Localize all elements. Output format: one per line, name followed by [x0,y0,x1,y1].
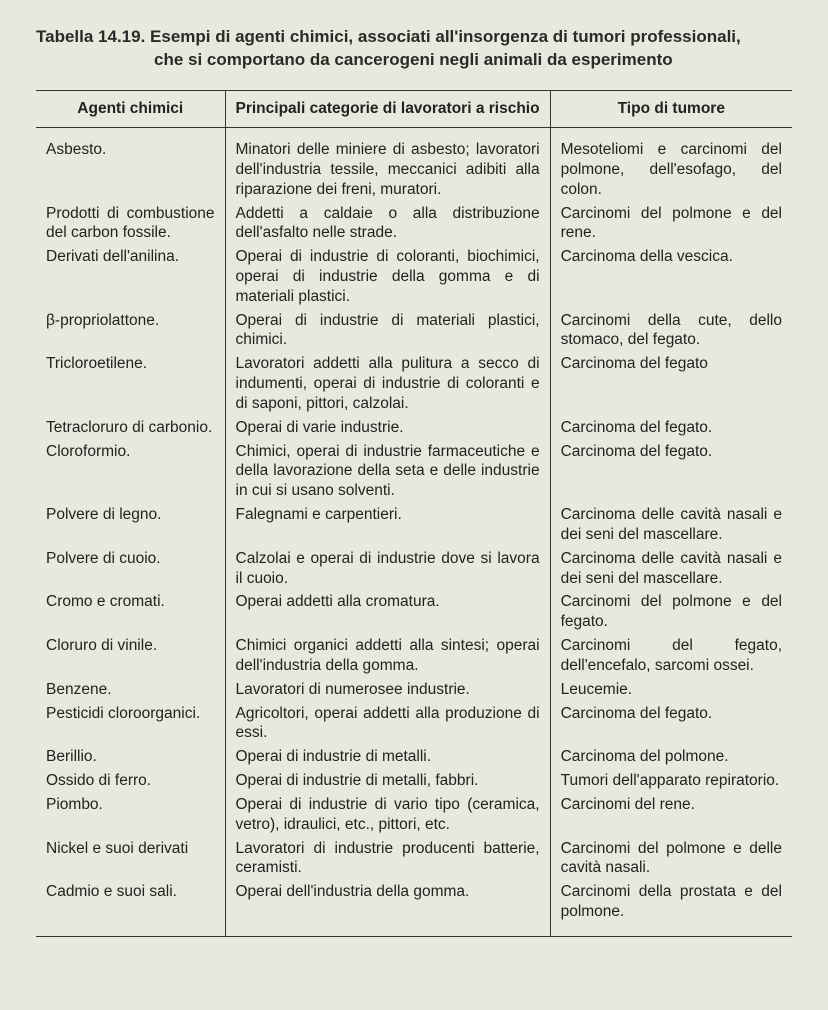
cell-agent: Prodotti di combustione del carbon fossi… [36,202,225,246]
cell-agent: Benzene. [36,678,225,702]
header-agents: Agenti chimici [36,90,225,127]
cell-agent: Piombo. [36,793,225,837]
cell-agent: Cloruro di vinile. [36,634,225,678]
cell-tumor: Carcinomi del polmone e del fegato. [550,590,792,634]
cell-tumor: Carcinomi del rene. [550,793,792,837]
cell-agent: Tricloroetilene. [36,352,225,415]
table-row: Polvere di legno.Falegnami e carpentieri… [36,503,792,547]
table-row: Piombo.Operai di industrie di vario tipo… [36,793,792,837]
cell-workers: Calzolai e operai di industrie dove si l… [225,547,550,591]
cell-workers: Minatori delle miniere di asbesto; lavor… [225,128,550,202]
table-number: Tabella 14.19. [36,27,145,46]
table-row: Tetracloruro di carbonio.Operai di varie… [36,416,792,440]
table-header-row: Agenti chimici Principali categorie di l… [36,90,792,127]
cell-workers: Operai addetti alla cromatura. [225,590,550,634]
cell-tumor: Carcinoma della vescica. [550,245,792,308]
cell-agent: Polvere di legno. [36,503,225,547]
table-row: Prodotti di combustione del carbon fossi… [36,202,792,246]
cell-tumor: Tumori dell'apparato repiratorio. [550,769,792,793]
cell-agent: Tetracloruro di carbonio. [36,416,225,440]
cell-workers: Lavoratori di numerosee industrie. [225,678,550,702]
table-row: Cadmio e suoi sali.Operai dell'industria… [36,880,792,936]
cell-agent: Polvere di cuoio. [36,547,225,591]
table-row: Cromo e cromati.Operai addetti alla crom… [36,590,792,634]
cell-tumor: Carcinomi del fegato, dell'encefalo, sar… [550,634,792,678]
cell-agent: β-propriolattone. [36,309,225,353]
table-row: Cloroformio.Chimici, operai di industrie… [36,440,792,503]
cell-workers: Operai dell'industria della gomma. [225,880,550,936]
cell-agent: Cromo e cromati. [36,590,225,634]
cell-workers: Operai di industrie di metalli. [225,745,550,769]
header-workers: Principali categorie di lavoratori a ris… [225,90,550,127]
cell-workers: Operai di industrie di materiali plastic… [225,309,550,353]
cell-agent: Berillio. [36,745,225,769]
table-title-line1: Esempi di agenti chimici, associati all'… [150,27,741,46]
cell-workers: Chimici, operai di industrie farmaceutic… [225,440,550,503]
cell-tumor: Carcinoma del fegato. [550,416,792,440]
cell-workers: Addetti a caldaie o alla distribuzione d… [225,202,550,246]
cell-tumor: Carcinoma delle cavità nasali e dei seni… [550,547,792,591]
cell-workers: Operai di industrie di metalli, fabbri. [225,769,550,793]
table-row: Polvere di cuoio.Calzolai e operai di in… [36,547,792,591]
table-body: Asbesto.Minatori delle miniere di asbest… [36,128,792,937]
header-tumor: Tipo di tumore [550,90,792,127]
cell-agent: Cloroformio. [36,440,225,503]
table-row: β-propriolattone.Operai di industrie di … [36,309,792,353]
table-row: Tricloroetilene.Lavoratori addetti alla … [36,352,792,415]
cell-tumor: Carcinoma del fegato [550,352,792,415]
cell-tumor: Mesoteliomi e carcinomi del polmone, del… [550,128,792,202]
table-row: Nickel e suoi derivatiLavoratori di indu… [36,837,792,881]
chemical-agents-table: Agenti chimici Principali categorie di l… [36,90,792,937]
cell-agent: Nickel e suoi derivati [36,837,225,881]
table-row: Ossido di ferro.Operai di industrie di m… [36,769,792,793]
cell-tumor: Carcinomi del polmone e delle cavità nas… [550,837,792,881]
cell-tumor: Carcinomi della prostata e del polmone. [550,880,792,936]
table-row: Berillio.Operai di industrie di metalli.… [36,745,792,769]
cell-tumor: Carcinoma del fegato. [550,440,792,503]
cell-tumor: Carcinomi della cute, dello stomaco, del… [550,309,792,353]
cell-workers: Falegnami e carpentieri. [225,503,550,547]
cell-tumor: Carcinoma delle cavità nasali e dei seni… [550,503,792,547]
cell-workers: Operai di industrie di vario tipo (ceram… [225,793,550,837]
cell-workers: Lavoratori addetti alla pulitura a secco… [225,352,550,415]
table-row: Derivati dell'anilina.Operai di industri… [36,245,792,308]
cell-agent: Derivati dell'anilina. [36,245,225,308]
table-row: Asbesto.Minatori delle miniere di asbest… [36,128,792,202]
cell-tumor: Carcinoma del polmone. [550,745,792,769]
cell-agent: Asbesto. [36,128,225,202]
cell-tumor: Carcinomi del polmone e del rene. [550,202,792,246]
page: Tabella 14.19. Esempi di agenti chimici,… [0,0,828,1010]
cell-agent: Pesticidi cloroorganici. [36,702,225,746]
table-row: Pesticidi cloroorganici.Agricoltori, ope… [36,702,792,746]
cell-workers: Operai di varie industrie. [225,416,550,440]
cell-tumor: Leucemie. [550,678,792,702]
cell-workers: Chimici organici addetti alla sintesi; o… [225,634,550,678]
table-row: Benzene.Lavoratori di numerosee industri… [36,678,792,702]
cell-workers: Operai di industrie di coloranti, biochi… [225,245,550,308]
table-row: Cloruro di vinile.Chimici organici addet… [36,634,792,678]
cell-agent: Cadmio e suoi sali. [36,880,225,936]
cell-agent: Ossido di ferro. [36,769,225,793]
table-caption: Tabella 14.19. Esempi di agenti chimici,… [36,26,792,72]
cell-tumor: Carcinoma del fegato. [550,702,792,746]
cell-workers: Lavoratori di industrie producenti batte… [225,837,550,881]
cell-workers: Agricoltori, operai addetti alla produzi… [225,702,550,746]
table-title-line2: che si comportano da cancerogeni negli a… [36,49,792,72]
